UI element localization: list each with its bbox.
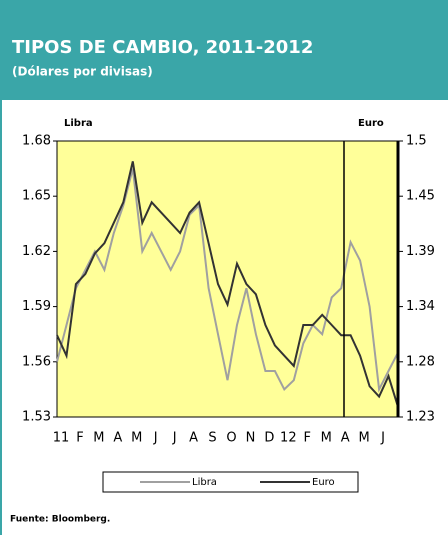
y-axis-label: Libra	[64, 118, 93, 129]
x-tick-label: 12	[280, 431, 297, 446]
x-tick-label: O	[226, 431, 236, 446]
side-rule	[0, 100, 2, 535]
y2-tick-label: 1.28	[406, 354, 435, 369]
x-tick-label: A	[113, 431, 122, 446]
x-tick-label: J	[172, 431, 177, 446]
header-band	[0, 0, 448, 100]
y-tick-label: 1.56	[22, 354, 51, 369]
x-tick-label: M	[131, 431, 142, 446]
x-tick-label: J	[380, 431, 385, 446]
legend-label: Libra	[192, 477, 217, 488]
y2-tick-label: 1.45	[406, 189, 435, 204]
source-note: Fuente: Bloomberg.	[10, 515, 110, 525]
x-tick-label: S	[208, 431, 216, 446]
chart-title: TIPOS DE CAMBIO, 2011-2012	[12, 37, 313, 58]
x-tick-label: M	[359, 431, 370, 446]
chart-subtitle: (Dólares por divisas)	[12, 65, 153, 79]
x-tick-label: J	[153, 431, 158, 446]
x-tick-label: D	[264, 431, 274, 446]
x-tick-label: F	[304, 431, 311, 446]
x-tick-label: A	[341, 431, 350, 446]
x-tick-label: M	[321, 431, 332, 446]
y-tick-label: 1.59	[22, 299, 51, 314]
y-tick-label: 1.62	[22, 244, 51, 259]
x-tick-label: F	[76, 431, 83, 446]
y2-axis-label: Euro	[358, 118, 384, 129]
y-tick-label: 1.68	[22, 134, 51, 149]
x-tick-label: 11	[53, 431, 70, 446]
x-tick-label: N	[246, 431, 256, 446]
y2-tick-label: 1.5	[406, 134, 427, 149]
x-tick-label: M	[93, 431, 104, 446]
series-line	[56, 161, 399, 408]
legend-label: Euro	[312, 477, 335, 488]
series-line	[56, 168, 399, 393]
y2-tick-label: 1.23	[406, 410, 435, 425]
legend-box	[102, 471, 359, 493]
y2-tick-label: 1.39	[406, 244, 435, 259]
x-tick-label: A	[189, 431, 198, 446]
y-tick-label: 1.65	[22, 189, 51, 204]
y2-tick-label: 1.34	[406, 299, 435, 314]
y-tick-label: 1.53	[22, 410, 51, 425]
plot-area	[56, 140, 399, 418]
